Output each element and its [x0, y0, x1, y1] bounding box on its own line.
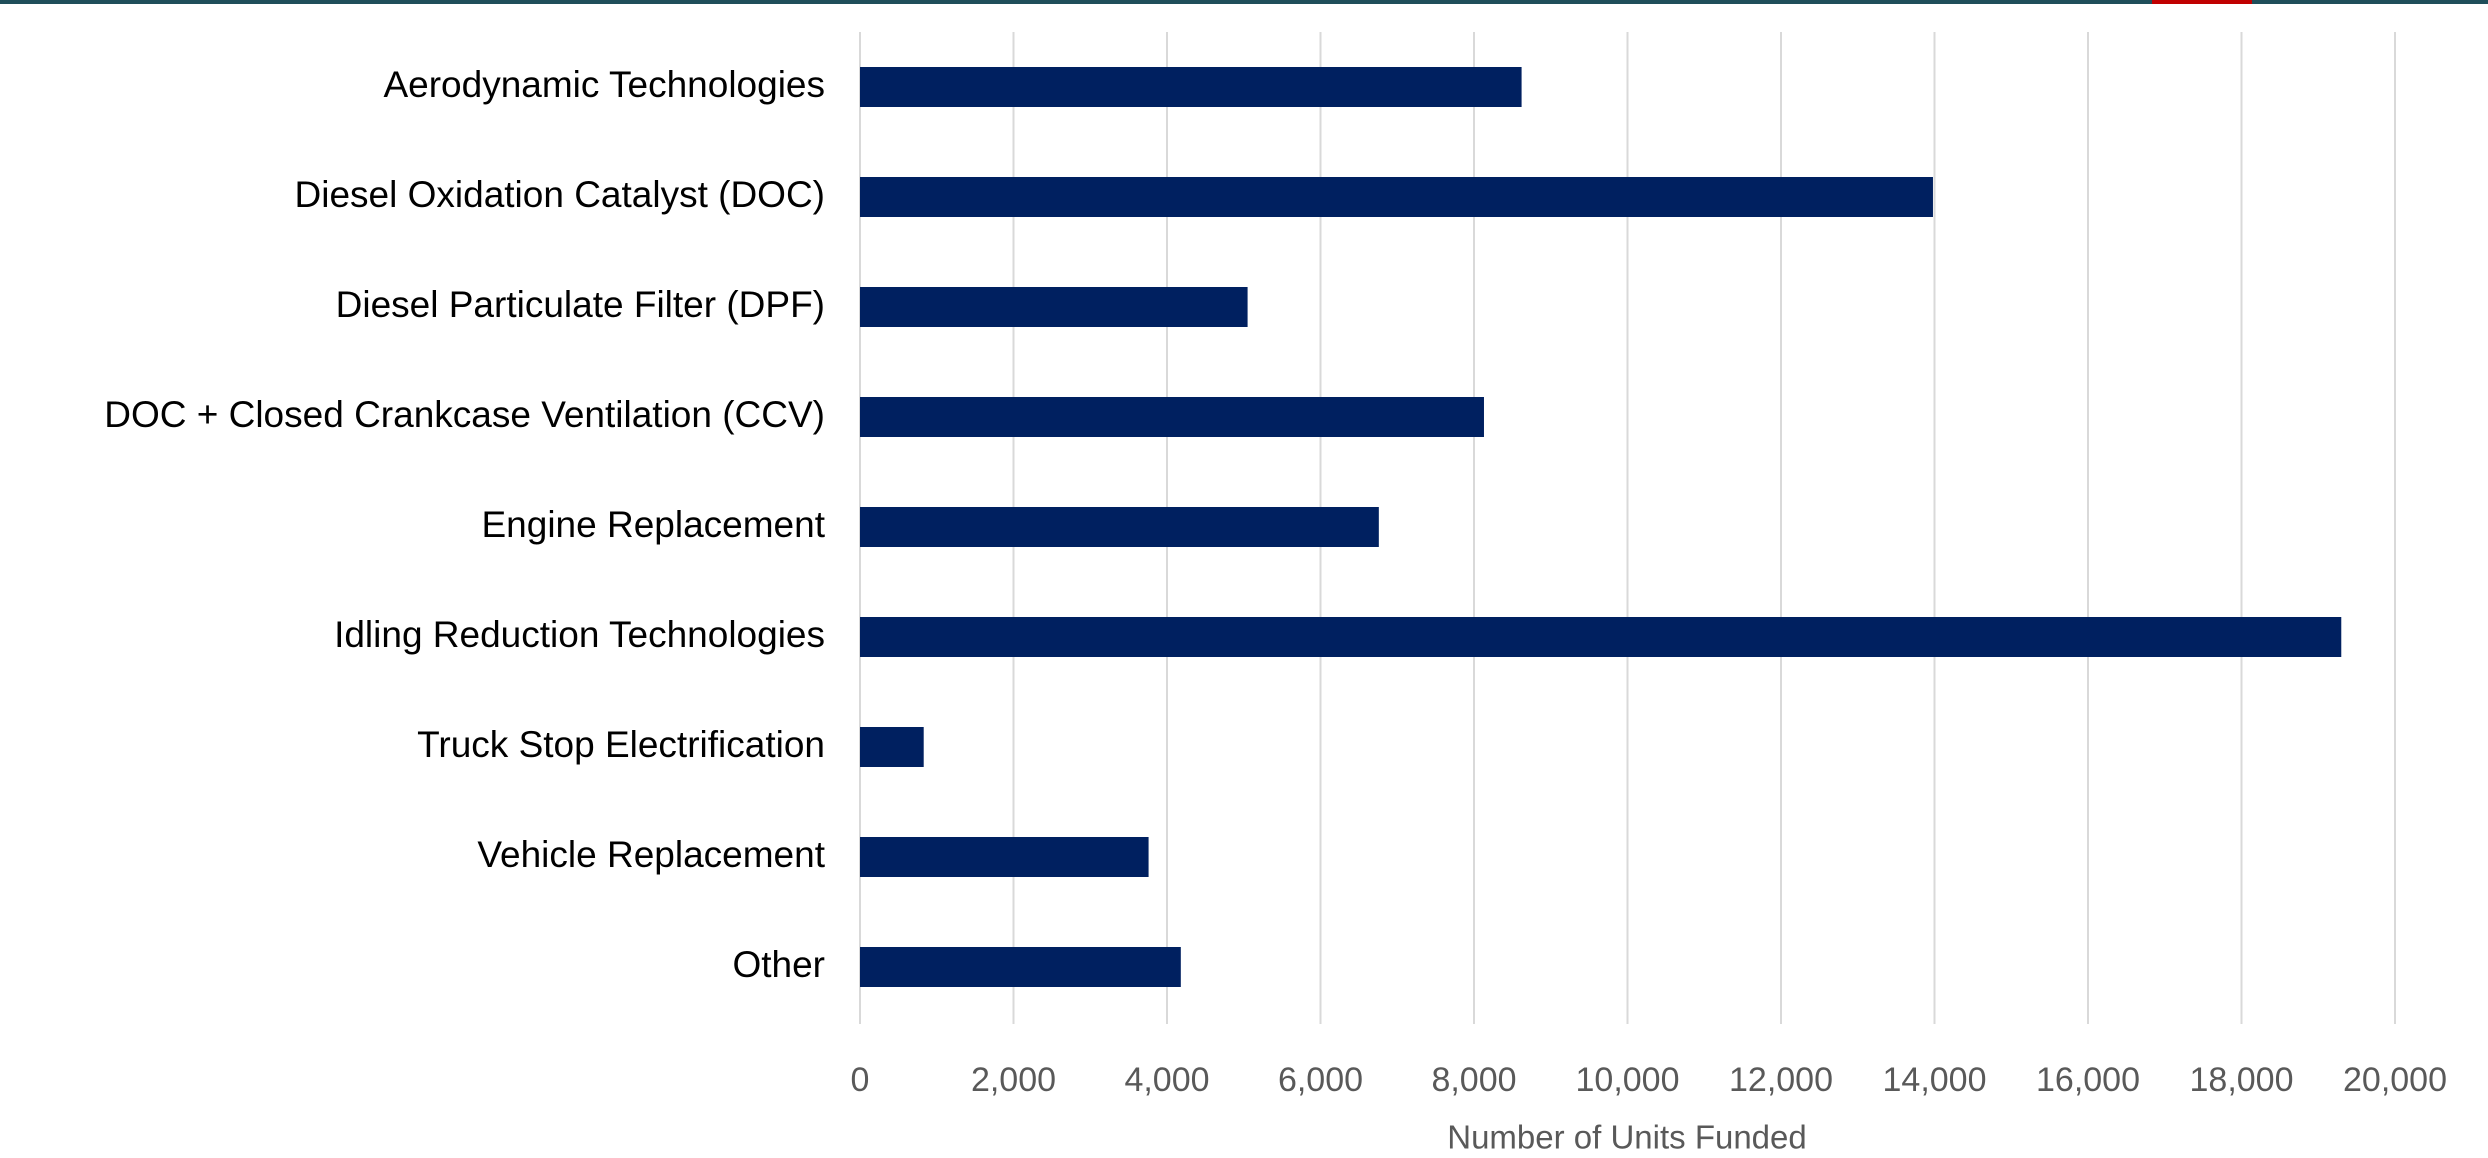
bar: [860, 397, 1484, 437]
x-tick-label: 0: [851, 1061, 870, 1099]
x-tick-label: 2,000: [971, 1061, 1056, 1099]
x-tick-label: 18,000: [2190, 1061, 2294, 1099]
bar: [860, 727, 924, 767]
top-border: [0, 0, 2488, 4]
x-tick-label: 14,000: [1883, 1061, 1987, 1099]
bar: [860, 837, 1149, 877]
y-tick-label: Engine Replacement: [482, 504, 826, 545]
bar: [860, 177, 1933, 217]
x-tick-label: 4,000: [1124, 1061, 1209, 1099]
x-tick-label: 12,000: [1729, 1061, 1833, 1099]
x-axis-title: Number of Units Funded: [1447, 1119, 1807, 1156]
y-tick-label: Diesel Oxidation Catalyst (DOC): [295, 174, 825, 215]
y-tick-label: Aerodynamic Technologies: [383, 64, 825, 105]
bar: [860, 67, 1522, 107]
y-tick-label: Truck Stop Electrification: [417, 724, 825, 765]
bar: [860, 287, 1248, 327]
x-tick-label: 6,000: [1278, 1061, 1363, 1099]
top-accent: [2152, 0, 2252, 4]
x-tick-label: 10,000: [1576, 1061, 1680, 1099]
x-tick-label: 8,000: [1431, 1061, 1516, 1099]
bar: [860, 507, 1379, 547]
x-tick-label: 16,000: [2036, 1061, 2140, 1099]
x-tick-label: 20,000: [2343, 1061, 2447, 1099]
y-tick-label: Vehicle Replacement: [477, 834, 825, 875]
y-tick-label: Other: [732, 944, 825, 985]
y-tick-label: DOC + Closed Crankcase Ventilation (CCV): [104, 394, 825, 435]
bar: [860, 947, 1181, 987]
bar: [860, 617, 2342, 657]
y-tick-label: Idling Reduction Technologies: [334, 614, 825, 655]
y-tick-label: Diesel Particulate Filter (DPF): [336, 284, 825, 325]
